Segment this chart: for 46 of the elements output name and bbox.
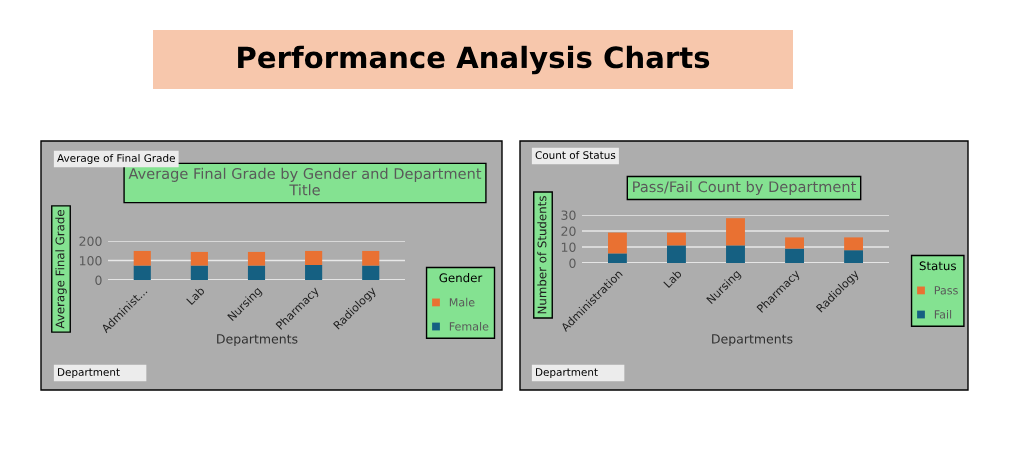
bar — [667, 232, 686, 246]
bar — [133, 265, 151, 280]
bar — [133, 250, 151, 266]
legend-label: Female — [449, 321, 489, 331]
bar — [785, 237, 804, 249]
legend-label: Male — [449, 297, 475, 307]
y-tick-label: 10 — [561, 242, 576, 252]
legend-title: Gender — [439, 273, 483, 283]
y-tick-label: 30 — [561, 210, 576, 220]
y-tick-label: 0 — [95, 275, 102, 285]
bar — [844, 237, 864, 251]
bar — [726, 218, 745, 246]
chart-title: Average Final Grade by Gender and Department Title — [128, 167, 482, 196]
y-tick-label: 20 — [561, 226, 576, 236]
x-axis-title: Departments — [217, 334, 298, 347]
y-tick-label: 200 — [79, 236, 102, 246]
y-axis-title: Average Final Grade — [55, 210, 67, 329]
legend-label: Fail — [934, 309, 952, 319]
bar — [305, 250, 323, 265]
text: Department — [536, 368, 598, 379]
x-tick-label: Lab — [185, 285, 206, 306]
x-axis-title: Departments — [712, 334, 793, 347]
x-tick-label: Lab — [663, 268, 683, 289]
bar — [844, 250, 864, 263]
bar — [362, 250, 380, 266]
bar — [607, 232, 627, 254]
y-axis-title: Number of Students — [537, 196, 547, 314]
y-tick-label: 100 — [79, 255, 102, 266]
text: Average of Final Grade — [57, 153, 175, 165]
text: Count of Status — [535, 150, 616, 160]
bar — [190, 251, 208, 266]
bar — [607, 253, 627, 263]
bar — [362, 265, 380, 280]
bar — [247, 251, 266, 266]
bar — [190, 265, 208, 280]
bar — [247, 265, 266, 280]
text: Department — [58, 368, 120, 379]
bar — [305, 264, 323, 280]
legend-title: Status — [919, 261, 956, 271]
bar — [726, 245, 745, 263]
bar — [667, 245, 686, 263]
text: Performance Analysis Charts — [238, 45, 710, 75]
legend-label: Pass — [934, 286, 958, 295]
y-tick-label: 0 — [569, 258, 576, 268]
bar — [785, 248, 804, 263]
chart-title: Pass/Fail Count by Department — [633, 180, 856, 196]
